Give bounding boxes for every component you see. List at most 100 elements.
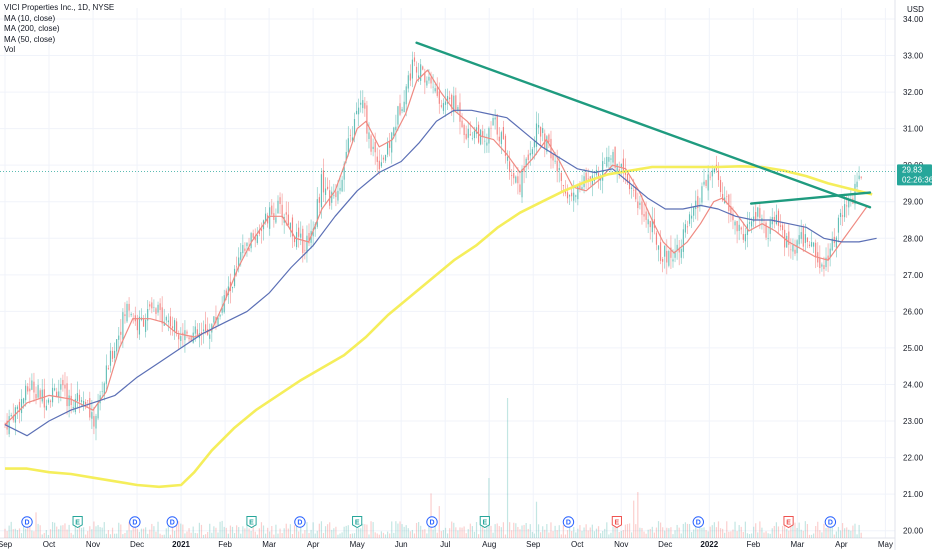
volume-bar <box>600 533 602 538</box>
volume-bar <box>331 529 333 538</box>
volume-bar <box>366 524 368 538</box>
candle-body <box>68 395 70 407</box>
volume-bar <box>424 529 426 538</box>
candle-body <box>37 385 39 398</box>
event-label: E <box>75 520 80 527</box>
volume-bar <box>841 523 844 538</box>
volume-bar <box>653 532 655 538</box>
volume-bar <box>56 526 58 538</box>
candle-body <box>78 394 81 402</box>
volume-bar <box>124 532 126 538</box>
volume-bar <box>329 522 331 538</box>
volume-bar <box>461 527 463 538</box>
volume-bar <box>676 524 678 538</box>
volume-bar <box>66 529 68 538</box>
candle-body <box>579 184 581 190</box>
volume-bar <box>571 531 573 538</box>
candle-body <box>467 128 469 138</box>
volume-bar <box>469 523 471 538</box>
candle-body <box>442 103 445 111</box>
candle-body <box>519 184 521 193</box>
y-tick-label: 21.00 <box>903 490 924 499</box>
volume-bar <box>533 533 536 538</box>
candle-body <box>366 105 368 134</box>
volume-bar <box>114 533 116 538</box>
trendline <box>749 191 872 205</box>
candle-body <box>517 176 519 184</box>
volume-bar <box>399 521 401 538</box>
volume-bar <box>209 523 211 538</box>
x-tick-label: Jun <box>395 540 408 549</box>
candle-body <box>829 248 831 258</box>
candle-body <box>436 87 438 96</box>
volume-bar <box>473 531 476 538</box>
volume-bar <box>564 534 567 538</box>
volume-bar <box>27 524 29 538</box>
candle-body <box>502 126 505 139</box>
candle-body <box>126 303 128 322</box>
volume-bar <box>397 523 399 538</box>
price-axis[interactable]: 20.00 21.00 22.00 23.00 24.00 25.00 26.00 27.00… <box>0 5 932 536</box>
volume-bar <box>300 523 302 538</box>
volume-bar <box>597 526 600 538</box>
legend-vol[interactable]: Vol <box>4 45 16 54</box>
candle-body <box>839 212 842 217</box>
dividend-marker <box>129 516 141 528</box>
volume-bar <box>446 533 449 538</box>
time-axis[interactable]: Sep Oct Nov Dec 2021 Feb Mar Apr May Jun Jul Aug Sep… <box>0 540 893 549</box>
candle-body <box>552 153 554 161</box>
volume-bar <box>327 524 329 538</box>
candle-body <box>291 217 294 237</box>
legend-ma50[interactable]: MA (50, close) <box>4 34 56 44</box>
candle-body <box>808 244 811 247</box>
volume-bar <box>494 524 496 538</box>
candle-body <box>604 163 606 164</box>
volume-bar <box>389 533 391 538</box>
line-ma200 <box>5 165 873 489</box>
candle-body <box>755 212 757 220</box>
volume-bar <box>322 532 325 538</box>
volume-bar <box>229 525 232 538</box>
candle-body <box>800 232 802 239</box>
candle-body <box>138 316 141 335</box>
volume-bar <box>432 529 434 538</box>
volume-bars <box>4 398 862 538</box>
legend-ma200[interactable]: MA (200, close) <box>4 24 60 33</box>
volume-bar <box>289 524 291 538</box>
volume-bar <box>324 526 327 538</box>
volume-bar <box>777 526 780 538</box>
volume-bar <box>374 532 376 538</box>
volume-bar <box>709 526 711 538</box>
volume-bar <box>95 526 97 538</box>
candle-body <box>515 176 517 183</box>
volume-bar <box>806 524 809 538</box>
legend-ma10[interactable]: MA (10, close) <box>4 13 56 23</box>
volume-bar <box>341 532 343 538</box>
candle-body <box>802 227 804 247</box>
candle-body <box>531 149 533 155</box>
candle-body <box>254 237 256 241</box>
candle-body <box>484 140 486 142</box>
legend-title[interactable]: VICI Properties Inc., 1D, NYSE <box>4 3 115 12</box>
volume-bar <box>370 521 372 538</box>
volume-bar <box>405 525 407 538</box>
candle-body <box>163 321 165 326</box>
candle-body <box>554 160 556 162</box>
volume-bar <box>562 525 564 538</box>
candle-body <box>60 384 62 390</box>
candle-body <box>242 244 244 254</box>
candle-body <box>463 124 465 136</box>
candle-body <box>341 179 343 192</box>
volume-bar <box>153 526 155 538</box>
earnings-marker <box>783 516 794 529</box>
volume-bar <box>802 530 804 538</box>
volume-bar <box>318 523 320 538</box>
x-tick-label: Mar <box>790 540 804 549</box>
candle-body <box>358 107 360 115</box>
volume-bar <box>47 534 50 538</box>
volume-bar <box>147 533 149 538</box>
volume-bar <box>347 525 349 538</box>
volume-bar <box>707 531 709 538</box>
volume-bar <box>180 523 182 538</box>
